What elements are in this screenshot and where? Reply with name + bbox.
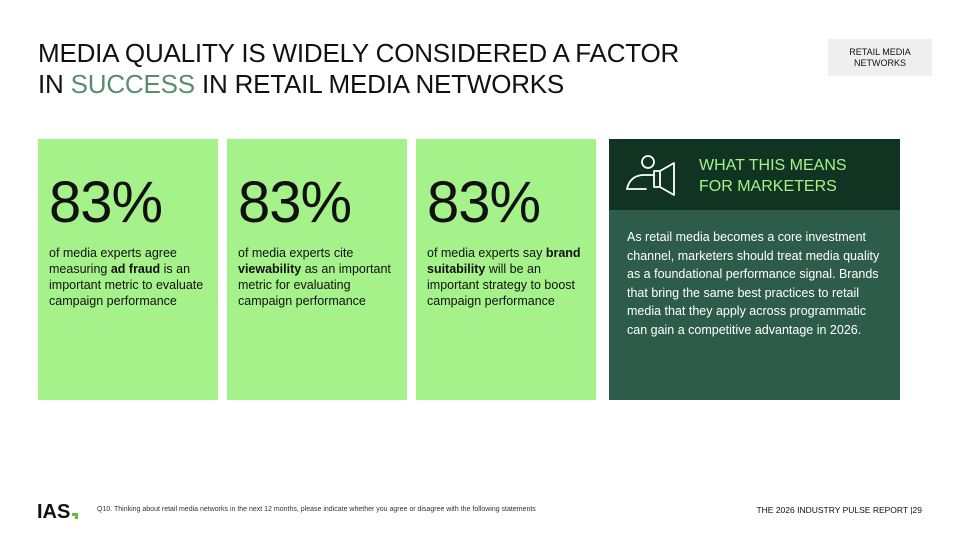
megaphone-person-icon bbox=[626, 155, 675, 196]
footnote: Q10. Thinking about retail media network… bbox=[97, 506, 536, 513]
ias-logo: IAS bbox=[37, 501, 78, 522]
stat-desc-bold: viewability bbox=[238, 262, 302, 276]
stat-desc-bold: brand suitability bbox=[427, 246, 581, 276]
marketers-panel-header: WHAT THIS MEANS FOR MARKETERS bbox=[609, 139, 900, 210]
stat-description: of media experts cite viewability as an … bbox=[238, 245, 397, 309]
title-line-2-pre: IN bbox=[38, 69, 71, 99]
stat-desc-bold: ad fraud bbox=[110, 262, 161, 276]
stat-desc-post: will be an important strategy to boost c… bbox=[427, 262, 575, 308]
stat-value: 83% bbox=[49, 170, 163, 235]
ias-logo-text: IAS bbox=[37, 501, 70, 522]
page-separator: | bbox=[910, 505, 913, 515]
stat-value: 83% bbox=[238, 170, 352, 235]
stat-card-ad-fraud: 83% of media experts agree measuring ad … bbox=[38, 139, 218, 400]
stat-desc-pre: of media experts cite bbox=[238, 246, 354, 260]
section-tag: RETAIL MEDIA NETWORKS bbox=[828, 39, 932, 76]
stat-desc-post: as an important metric for evaluating ca… bbox=[238, 262, 391, 308]
section-tag-line-2: NETWORKS bbox=[853, 57, 906, 68]
section-tag-line-1: RETAIL MEDIA bbox=[849, 46, 911, 57]
stat-value: 83% bbox=[427, 170, 541, 235]
report-footer: THE 2026 INDUSTRY PULSE REPORT |29 bbox=[756, 505, 922, 515]
stat-desc-post: is an important metric to evaluate campa… bbox=[49, 262, 204, 308]
page-number: 29 bbox=[912, 505, 922, 515]
title-accent-word: SUCCESS bbox=[70, 69, 195, 99]
title-line-1: MEDIA QUALITY IS WIDELY CONSIDERED A FAC… bbox=[38, 38, 680, 68]
stat-description: of media experts agree measuring ad frau… bbox=[49, 245, 208, 309]
marketers-panel: WHAT THIS MEANS FOR MARKETERS As retail … bbox=[609, 139, 900, 400]
marketers-heading-line-1: WHAT THIS MEANS bbox=[699, 157, 847, 174]
marketers-heading-line-2: FOR MARKETERS bbox=[699, 178, 837, 195]
stat-card-brand-suitability: 83% of media experts say brand suitabili… bbox=[416, 139, 596, 400]
stat-description: of media experts say brand suitability w… bbox=[427, 245, 586, 309]
slide-title: MEDIA QUALITY IS WIDELY CONSIDERED A FAC… bbox=[38, 38, 738, 100]
marketers-body-text: As retail media becomes a core investmen… bbox=[627, 230, 880, 337]
stat-desc-pre: of media experts say bbox=[427, 246, 546, 260]
report-label: THE 2026 INDUSTRY PULSE REPORT bbox=[756, 505, 908, 515]
stat-card-viewability: 83% of media experts cite viewability as… bbox=[227, 139, 407, 400]
marketers-heading: WHAT THIS MEANS FOR MARKETERS bbox=[699, 155, 889, 197]
stat-desc-pre: of media experts agree measuring bbox=[49, 246, 177, 276]
title-line-2-post: IN RETAIL MEDIA NETWORKS bbox=[194, 69, 565, 99]
